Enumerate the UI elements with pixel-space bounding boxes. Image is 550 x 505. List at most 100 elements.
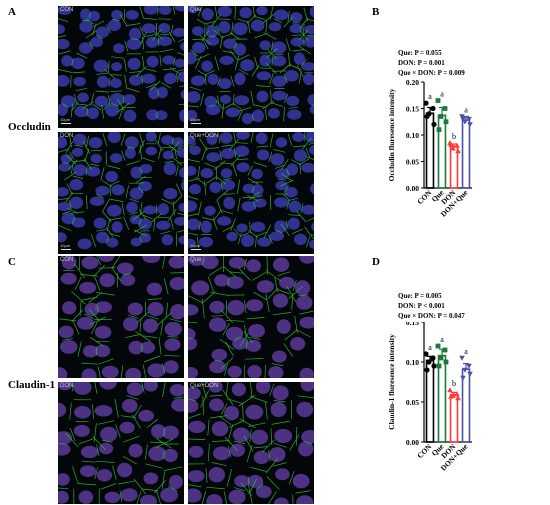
cell-nucleus: [146, 282, 163, 296]
cell-nucleus: [162, 55, 175, 65]
cell-nucleus: [225, 107, 240, 118]
cell-nucleus: [69, 178, 84, 191]
cell-nucleus: [236, 132, 250, 140]
cell-nucleus: [269, 231, 285, 242]
cell-nucleus: [73, 164, 87, 177]
cell-nucleus: [246, 259, 261, 273]
scale-bar: [191, 123, 201, 124]
cell-nucleus: [188, 6, 199, 14]
cell-nucleus: [88, 137, 103, 149]
cell-nucleus: [58, 325, 74, 339]
cell-nucleus: [270, 401, 287, 418]
micrograph-label: Que: [190, 257, 202, 263]
cell-nucleus: [77, 316, 95, 330]
cell-nucleus: [179, 167, 184, 179]
cell-nucleus: [218, 20, 231, 34]
cell-nucleus: [234, 43, 247, 56]
data-point: [430, 355, 436, 361]
cell-nucleus: [143, 472, 159, 485]
cell-nucleus: [234, 475, 250, 488]
cell-nucleus: [294, 280, 311, 296]
cell-nucleus: [251, 429, 269, 445]
cell-nucleus: [94, 405, 113, 417]
cell-nucleus: [179, 109, 184, 122]
cell-nucleus: [212, 446, 231, 461]
cell-nucleus: [157, 203, 169, 216]
cell-nucleus: [58, 443, 71, 456]
cell-nucleus: [58, 136, 67, 149]
cell-nucleus: [284, 70, 299, 82]
cell-nucleus: [296, 401, 314, 418]
data-point: [436, 363, 442, 369]
cell-nucleus: [80, 8, 92, 21]
cell-nucleus: [146, 55, 159, 68]
point-group: [435, 343, 449, 369]
cell-nucleus: [204, 205, 216, 216]
cell-nucleus: [163, 448, 178, 463]
data-point: [455, 148, 461, 154]
stats-term: DON:: [398, 302, 416, 310]
cell-nucleus: [168, 475, 183, 489]
cell-nucleus: [276, 319, 291, 334]
cell-nucleus: [172, 27, 184, 37]
cell-nucleus: [218, 78, 232, 89]
cell-nucleus: [160, 487, 178, 503]
cell-nucleus: [301, 430, 314, 444]
cell-nucleus: [253, 450, 270, 465]
cell-nucleus: [188, 135, 196, 145]
panel-letter-a: A: [8, 6, 16, 18]
data-point: [467, 122, 473, 128]
cell-nucleus: [293, 149, 307, 162]
cell-nucleus: [241, 201, 256, 212]
stats-value: P = 0.009: [437, 69, 465, 77]
significance-letter: b: [452, 132, 456, 141]
cell-nucleus: [157, 36, 173, 47]
micrograph-claudin-con: CON: [58, 256, 184, 378]
y-tick-label: 0.00: [406, 438, 419, 447]
cell-nucleus: [275, 468, 290, 481]
cell-nucleus: [307, 93, 314, 106]
cell-nucleus: [301, 162, 314, 173]
cell-nucleus: [247, 365, 262, 378]
cell-nucleus: [163, 360, 179, 374]
cell-nucleus: [208, 317, 227, 332]
point-group: [423, 351, 437, 373]
micrograph-claudin-don: DON: [58, 382, 184, 504]
cell-nucleus: [107, 19, 122, 32]
cell-nucleus: [113, 43, 125, 54]
cell-nucleus: [161, 135, 174, 145]
cell-nucleus: [223, 38, 237, 49]
cell-nucleus: [274, 220, 288, 233]
cell-junctions: [58, 6, 184, 120]
cell-nucleus: [94, 325, 112, 339]
cell-nucleus: [93, 217, 107, 229]
cell-nucleus: [272, 385, 289, 401]
panel-letter-b: B: [372, 6, 380, 18]
cell-nucleus: [180, 89, 184, 100]
cell-nucleus: [111, 62, 123, 72]
cell-nucleus: [110, 153, 123, 164]
cell-nucleus: [293, 52, 305, 65]
y-axis-label: Claudin-1 fluresence intensity: [387, 334, 396, 430]
cell-nucleus: [89, 196, 105, 206]
cell-nucleus: [77, 92, 89, 103]
cell-nucleus: [209, 360, 226, 374]
cell-nucleus: [227, 276, 244, 289]
data-point: [442, 106, 448, 111]
cell-nucleus: [255, 485, 272, 499]
significance-letter: a: [464, 347, 468, 356]
cell-nucleus: [241, 234, 255, 247]
cell-nucleus: [71, 217, 86, 228]
cell-nucleus: [296, 295, 313, 310]
cell-nucleus: [73, 424, 90, 437]
cell-nucleus: [279, 276, 295, 290]
stats-value: P < 0.001: [417, 302, 445, 310]
cell-nucleus: [206, 152, 221, 163]
cell-nucleus: [223, 196, 236, 210]
cell-nucleus: [140, 341, 156, 354]
cell-nucleus: [74, 406, 91, 419]
significance-letter: a: [428, 92, 432, 101]
cell-nucleus: [141, 73, 156, 84]
cell-nucleus: [158, 6, 172, 16]
cell-nucleus: [246, 339, 262, 352]
